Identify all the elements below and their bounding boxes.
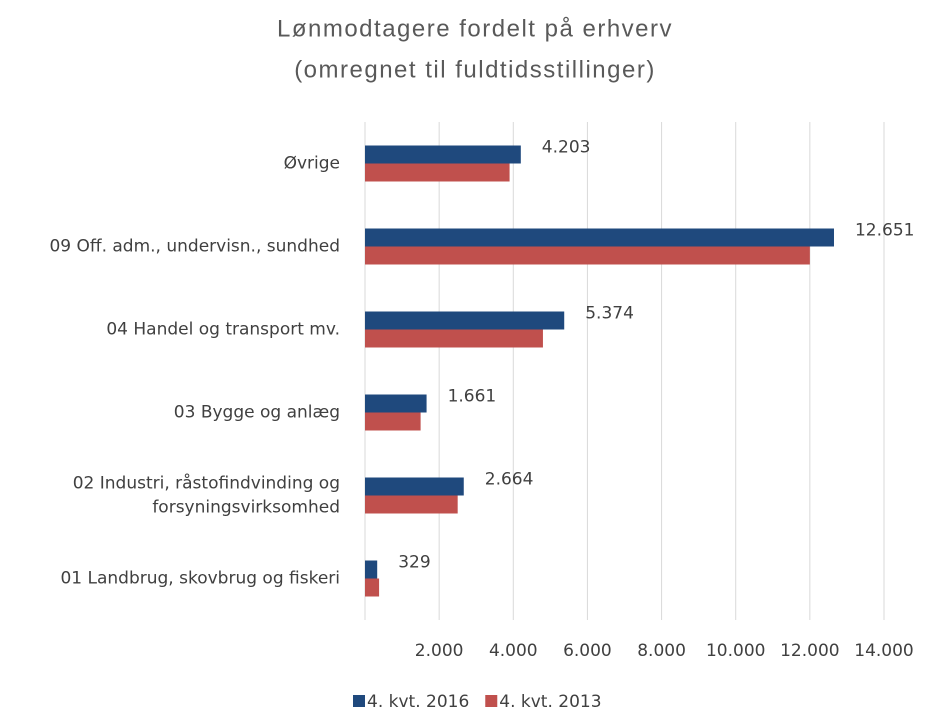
y-tick-label: 01 Landbrug, skovbrug og fiskeri [60,569,340,589]
x-tick-label: 10.000 [706,641,765,661]
x-tick-label: 4.000 [489,641,538,661]
chart-title: (omregnet til fuldtidsstillinger) [294,56,656,83]
bar [365,412,421,431]
data-label: 2.664 [485,470,534,490]
bar [365,145,521,164]
bar [365,246,810,265]
bar [365,495,458,514]
y-tick-label: 09 Off. adm., undervisn., sundhed [49,237,340,257]
y-tick-label: 02 Industri, råstofindvinding og forsynin… [73,473,340,518]
bar [365,560,378,579]
bar [365,329,543,348]
bar [365,394,427,413]
legend-swatch [353,695,365,707]
x-tick-label: 2.000 [415,641,464,661]
x-tick-label: 12.000 [780,641,839,661]
bar [365,163,510,182]
x-tick-label: 14.000 [854,641,913,661]
bar [365,228,834,247]
data-label: 5.374 [585,304,634,324]
bar [365,311,565,330]
bar [365,477,464,496]
bar [365,578,380,597]
data-label: 329 [398,553,430,573]
legend-label: 4. kvt. 2016 [367,692,469,712]
y-tick-label: 04 Handel og transport mv. [106,320,340,340]
legend-swatch [485,695,498,707]
y-tick-label: Øvrige [284,154,340,174]
data-label: 4.203 [542,138,591,158]
chart-title: Lønmodtagere fordelt på erhverv [277,15,673,42]
legend-label: 4. kvt. 2013 [499,692,601,712]
y-tick-label: 03 Bygge og anlæg [174,403,340,423]
x-tick-label: 8.000 [637,641,686,661]
data-label: 12.651 [855,221,914,241]
x-tick-label: 6.000 [563,641,612,661]
data-label: 1.661 [448,387,497,407]
